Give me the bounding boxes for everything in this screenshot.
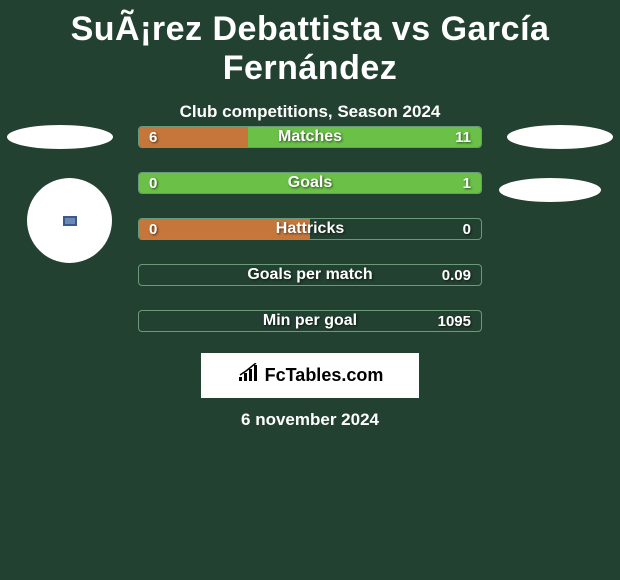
stat-label: Min per goal	[263, 312, 357, 330]
stat-val-left: 6	[149, 129, 157, 146]
subtitle: Club competitions, Season 2024	[0, 102, 620, 122]
player-right-badge-1	[507, 125, 613, 149]
brand-box: FcTables.com	[201, 353, 419, 398]
stat-label: Goals per match	[247, 266, 372, 284]
stat-val-left: 0	[149, 221, 157, 238]
stat-val-right: 0	[463, 221, 471, 238]
stat-label: Goals	[288, 174, 332, 192]
player-right-badge-2	[499, 178, 601, 202]
date-label: 6 november 2024	[0, 410, 620, 430]
stat-row-mpg: Min per goal 1095	[138, 310, 482, 332]
stat-val-right: 1095	[438, 313, 471, 330]
brand-chart-icon	[237, 363, 263, 388]
stats-container: 6 Matches 11 0 Goals 1 0 Hattricks 0 Goa…	[138, 126, 482, 356]
brand-label: FcTables.com	[265, 365, 384, 386]
stat-row-hattricks: 0 Hattricks 0	[138, 218, 482, 240]
player-left-badge-1	[7, 125, 113, 149]
player-left-avatar	[27, 178, 112, 263]
stat-val-left: 0	[149, 175, 157, 192]
stat-val-right: 1	[463, 175, 471, 192]
avatar-placeholder-icon	[63, 216, 77, 226]
stat-row-matches: 6 Matches 11	[138, 126, 482, 148]
stat-label: Hattricks	[276, 220, 344, 238]
stat-row-goals: 0 Goals 1	[138, 172, 482, 194]
stat-val-right: 11	[455, 129, 471, 146]
brand-text: FcTables.com	[237, 363, 384, 388]
stat-label: Matches	[278, 128, 342, 146]
stat-row-gpm: Goals per match 0.09	[138, 264, 482, 286]
page-title: SuÃ¡rez Debattista vs García Fernández	[0, 0, 620, 88]
stat-val-right: 0.09	[442, 267, 471, 284]
